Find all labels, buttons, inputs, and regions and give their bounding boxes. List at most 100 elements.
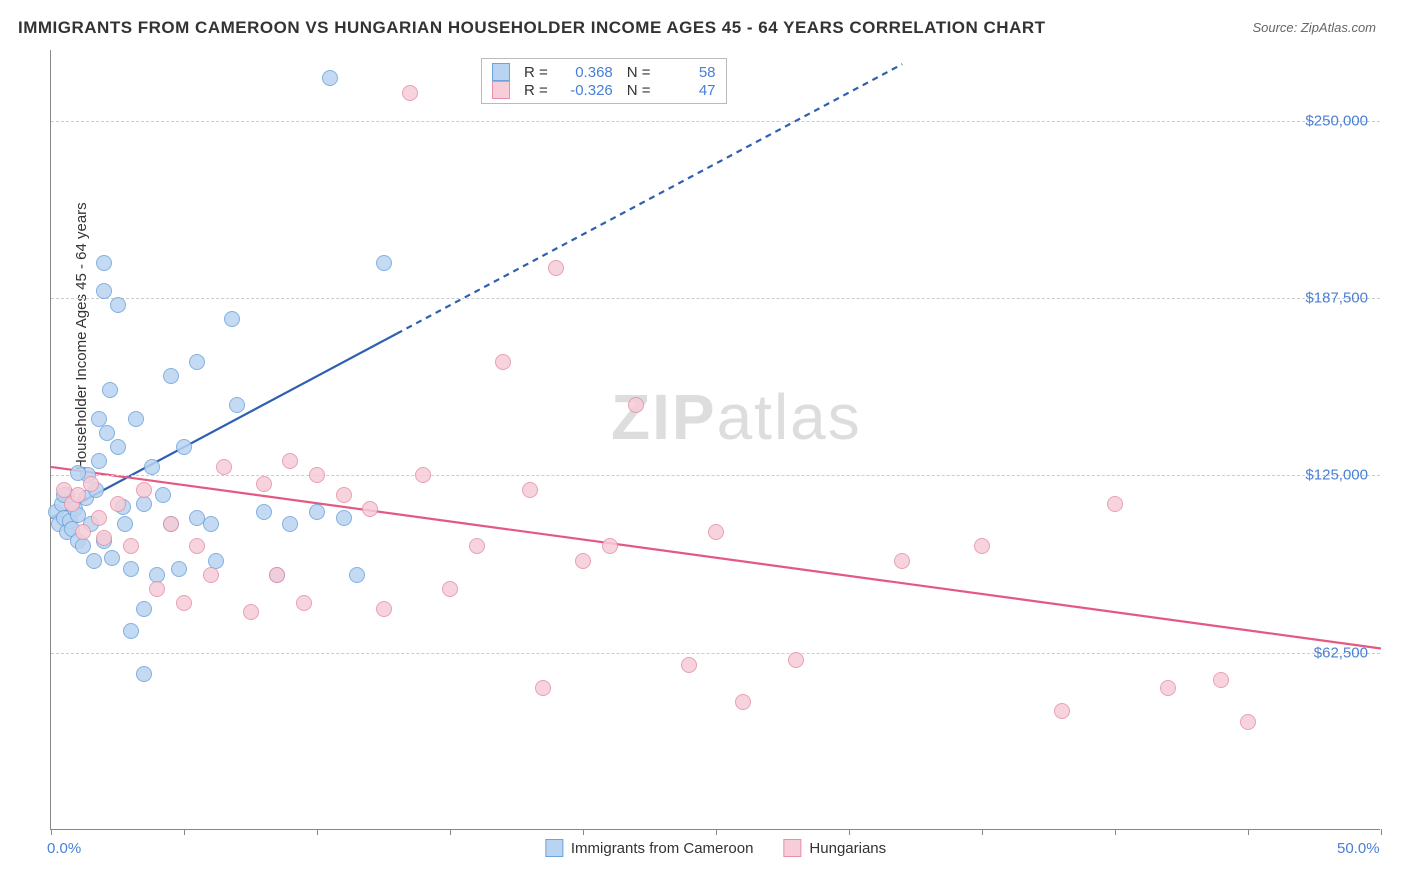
- plot-area: Householder Income Ages 45 - 64 years ZI…: [50, 50, 1380, 830]
- gridline: [51, 653, 1380, 654]
- data-point: [535, 680, 551, 696]
- data-point: [123, 538, 139, 554]
- source-attribution: Source: ZipAtlas.com: [1252, 20, 1376, 35]
- data-point: [575, 553, 591, 569]
- data-point: [224, 311, 240, 327]
- data-point: [309, 467, 325, 483]
- data-point: [336, 510, 352, 526]
- correlation-legend: R = 0.368 N = 58 R = -0.326 N = 47: [481, 58, 727, 104]
- data-point: [628, 397, 644, 413]
- data-point: [70, 487, 86, 503]
- data-point: [75, 538, 91, 554]
- x-tick-mark: [317, 829, 318, 835]
- data-point: [96, 283, 112, 299]
- bottom-legend: Immigrants from Cameroon Hungarians: [545, 839, 886, 857]
- x-tick-mark: [1381, 829, 1382, 835]
- data-point: [229, 397, 245, 413]
- swatch-hungarians: [492, 81, 510, 99]
- legend-item-cameroon: Immigrants from Cameroon: [545, 839, 754, 857]
- gridline: [51, 475, 1380, 476]
- data-point: [110, 297, 126, 313]
- data-point: [163, 368, 179, 384]
- data-point: [216, 459, 232, 475]
- data-point: [415, 467, 431, 483]
- data-point: [91, 510, 107, 526]
- data-point: [349, 567, 365, 583]
- y-tick-label: $125,000: [1305, 467, 1368, 484]
- data-point: [99, 425, 115, 441]
- data-point: [256, 504, 272, 520]
- data-point: [681, 657, 697, 673]
- data-point: [189, 538, 205, 554]
- data-point: [110, 439, 126, 455]
- data-point: [336, 487, 352, 503]
- data-point: [171, 561, 187, 577]
- data-point: [243, 604, 259, 620]
- data-point: [402, 85, 418, 101]
- data-point: [1213, 672, 1229, 688]
- gridline: [51, 121, 1380, 122]
- data-point: [256, 476, 272, 492]
- data-point: [376, 255, 392, 271]
- data-point: [974, 538, 990, 554]
- swatch-hungarians-icon: [783, 839, 801, 857]
- data-point: [442, 581, 458, 597]
- data-point: [144, 459, 160, 475]
- data-point: [176, 439, 192, 455]
- data-point: [96, 255, 112, 271]
- x-tick-label: 50.0%: [1337, 840, 1380, 857]
- data-point: [75, 524, 91, 540]
- legend-item-hungarians: Hungarians: [783, 839, 886, 857]
- data-point: [362, 501, 378, 517]
- data-point: [189, 354, 205, 370]
- data-point: [70, 465, 86, 481]
- data-point: [96, 530, 112, 546]
- regression-lines: [51, 50, 1380, 829]
- x-tick-label: 0.0%: [47, 840, 81, 857]
- y-tick-label: $62,500: [1314, 644, 1368, 661]
- swatch-cameroon-icon: [545, 839, 563, 857]
- data-point: [83, 476, 99, 492]
- data-point: [269, 567, 285, 583]
- x-tick-mark: [1115, 829, 1116, 835]
- data-point: [136, 496, 152, 512]
- data-point: [149, 581, 165, 597]
- gridline: [51, 298, 1380, 299]
- y-tick-label: $187,500: [1305, 290, 1368, 307]
- legend-row-cameroon: R = 0.368 N = 58: [492, 63, 716, 81]
- data-point: [309, 504, 325, 520]
- data-point: [123, 561, 139, 577]
- data-point: [1054, 703, 1070, 719]
- data-point: [376, 601, 392, 617]
- data-point: [91, 453, 107, 469]
- swatch-cameroon: [492, 63, 510, 81]
- chart-title: IMMIGRANTS FROM CAMEROON VS HUNGARIAN HO…: [18, 18, 1046, 38]
- x-tick-mark: [51, 829, 52, 835]
- data-point: [104, 550, 120, 566]
- data-point: [788, 652, 804, 668]
- x-tick-mark: [1248, 829, 1249, 835]
- data-point: [282, 516, 298, 532]
- x-tick-mark: [184, 829, 185, 835]
- data-point: [495, 354, 511, 370]
- data-point: [708, 524, 724, 540]
- data-point: [136, 482, 152, 498]
- data-point: [128, 411, 144, 427]
- data-point: [86, 553, 102, 569]
- data-point: [1160, 680, 1176, 696]
- data-point: [123, 623, 139, 639]
- data-point: [176, 595, 192, 611]
- data-point: [91, 411, 107, 427]
- data-point: [735, 694, 751, 710]
- data-point: [296, 595, 312, 611]
- data-point: [136, 666, 152, 682]
- data-point: [894, 553, 910, 569]
- x-tick-mark: [450, 829, 451, 835]
- data-point: [469, 538, 485, 554]
- legend-row-hungarians: R = -0.326 N = 47: [492, 81, 716, 99]
- y-tick-label: $250,000: [1305, 112, 1368, 129]
- data-point: [602, 538, 618, 554]
- data-point: [322, 70, 338, 86]
- x-tick-mark: [583, 829, 584, 835]
- x-tick-mark: [849, 829, 850, 835]
